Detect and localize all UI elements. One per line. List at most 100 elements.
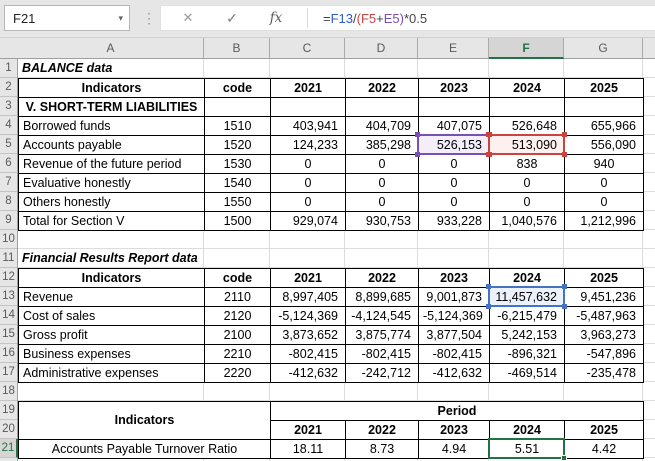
cell-A6[interactable]: Revenue of the future period [19,155,205,174]
cell-A12[interactable]: Indicators [19,269,205,288]
cell-F5[interactable]: 513,090 [490,136,565,155]
cell-A7[interactable]: Evaluative honestly [19,174,205,193]
cell-E12[interactable]: 2023 [419,269,490,288]
row-header-15[interactable]: 15 [0,325,17,344]
cell-A1[interactable]: BALANCE data [22,61,113,75]
column-header-E[interactable]: E [418,38,489,58]
row-header-3[interactable]: 3 [0,97,17,116]
cell-G5[interactable]: 556,090 [565,136,644,155]
row-header-11[interactable]: 11 [0,249,17,268]
row-header-20[interactable]: 20 [0,420,17,439]
row-header-13[interactable]: 13 [0,287,17,306]
cell-D13[interactable]: 8,899,685 [346,288,419,307]
row-header-18[interactable]: 18 [0,382,17,401]
cell-E4[interactable]: 407,075 [419,117,490,136]
cell-A21[interactable]: Accounts Payable Turnover Ratio [19,440,271,459]
cell-E21[interactable]: 4.94 [419,440,490,459]
cell-G15[interactable]: 3,963,273 [565,326,644,345]
cell-F9[interactable]: 1,040,576 [490,212,565,231]
cell-C9[interactable]: 929,074 [271,212,346,231]
cell-E14[interactable]: -5,124,369 [419,307,490,326]
cell-A9[interactable]: Total for Section V [19,212,205,231]
cell-B16[interactable]: 2210 [205,345,271,364]
cell-B12[interactable]: code [205,269,271,288]
cell-C15[interactable]: 3,873,652 [271,326,346,345]
cell-B5[interactable]: 1520 [205,136,271,155]
cell-B7[interactable]: 1540 [205,174,271,193]
cell-B8[interactable]: 1550 [205,193,271,212]
cell-F4[interactable]: 526,648 [490,117,565,136]
cell-B17[interactable]: 2220 [205,364,271,383]
cell-G2[interactable]: 2025 [565,79,644,98]
cell-C12[interactable]: 2021 [271,269,346,288]
cell-F15[interactable]: 5,242,153 [490,326,565,345]
cell-A16[interactable]: Business expenses [19,345,205,364]
cell-D17[interactable]: -242,712 [346,364,419,383]
cell-D5[interactable]: 385,298 [346,136,419,155]
cell-D15[interactable]: 3,875,774 [346,326,419,345]
cell-D9[interactable]: 930,753 [346,212,419,231]
cell-A3[interactable]: V. SHORT-TERM LIABILITIES [19,98,205,117]
cell-A8[interactable]: Others honestly [19,193,205,212]
cell-A4[interactable]: Borrowed funds [19,117,205,136]
cell-G7[interactable]: 0 [565,174,644,193]
cell-A14[interactable]: Cost of sales [19,307,205,326]
row-header-8[interactable]: 8 [0,192,17,211]
cell-C7[interactable]: 0 [271,174,346,193]
cell-E7[interactable]: 0 [419,174,490,193]
row-header-12[interactable]: 12 [0,268,17,287]
cell-F21[interactable]: 5.51 [490,440,565,459]
column-header-F[interactable]: F [489,38,564,59]
cell-E17[interactable]: -412,632 [419,364,490,383]
cell-C8[interactable]: 0 [271,193,346,212]
cell-B4[interactable]: 1510 [205,117,271,136]
cell-C5[interactable]: 124,233 [271,136,346,155]
cell-C13[interactable]: 8,997,405 [271,288,346,307]
cell-G8[interactable]: 0 [565,193,644,212]
cell-D16[interactable]: -802,415 [346,345,419,364]
cell-E9[interactable]: 933,228 [419,212,490,231]
cell-A5[interactable]: Accounts payable [19,136,205,155]
row-header-9[interactable]: 9 [0,211,17,230]
column-header-B[interactable]: B [204,38,270,58]
cell-B9[interactable]: 1500 [205,212,271,231]
cancel-icon[interactable]: ✕ [182,10,194,25]
cell-F14[interactable]: -6,215,479 [490,307,565,326]
row-header-10[interactable]: 10 [0,230,17,249]
cell-E3[interactable] [419,98,490,117]
row-header-2[interactable]: 2 [0,78,17,97]
cell-E2[interactable]: 2023 [419,79,490,98]
enter-icon[interactable]: ✓ [226,10,238,26]
row-header-16[interactable]: 16 [0,344,17,363]
row-header-5[interactable]: 5 [0,135,17,154]
cell-B3[interactable] [205,98,271,117]
cell-D2[interactable]: 2022 [346,79,419,98]
name-box[interactable]: F21 ▾ [4,5,130,31]
cell-D7[interactable]: 0 [346,174,419,193]
cell-D12[interactable]: 2022 [346,269,419,288]
column-header-C[interactable]: C [270,38,345,58]
cell-D20[interactable]: 2022 [346,421,419,440]
formula-input[interactable]: =F13/(F5+E5)*0.5 [323,6,427,30]
row-header-21[interactable]: 21 [0,439,18,458]
cell-G13[interactable]: 9,451,236 [565,288,644,307]
cell-B15[interactable]: 2100 [205,326,271,345]
cell-E15[interactable]: 3,877,504 [419,326,490,345]
cell-C2[interactable]: 2021 [271,79,346,98]
cell-G21[interactable]: 4.42 [565,440,644,459]
cell-C4[interactable]: 403,941 [271,117,346,136]
name-box-dropdown-icon[interactable]: ▾ [118,13,123,23]
cell-F8[interactable]: 0 [490,193,565,212]
cell-D8[interactable]: 0 [346,193,419,212]
cell-F6[interactable]: 838 [490,155,565,174]
cell-G6[interactable]: 940 [565,155,644,174]
cell-E6[interactable]: 0 [419,155,490,174]
row-header-14[interactable]: 14 [0,306,17,325]
cell-F16[interactable]: -896,321 [490,345,565,364]
cell-D4[interactable]: 404,709 [346,117,419,136]
cell-G20[interactable]: 2025 [565,421,644,440]
cell-A17[interactable]: Administrative expenses [19,364,205,383]
cell-G17[interactable]: -235,478 [565,364,644,383]
cell-C19[interactable]: Period [271,402,644,421]
formula-bar-handle-icon[interactable]: ⋮ [142,10,156,26]
